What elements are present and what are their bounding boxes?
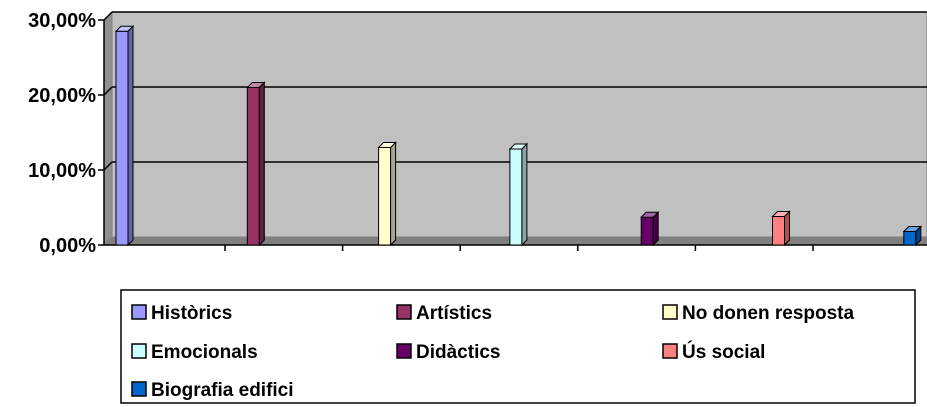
bar-front xyxy=(640,216,654,246)
y-tick-label: 30,00% xyxy=(28,10,96,32)
bar-front xyxy=(378,147,392,246)
gridline-side xyxy=(103,11,113,21)
bar-front xyxy=(903,231,917,246)
bar-front xyxy=(115,30,129,246)
legend-label: Didàctics xyxy=(416,342,500,363)
bar-front xyxy=(509,148,523,246)
legend-label: Històrics xyxy=(151,303,232,324)
legend-swatch xyxy=(662,343,678,359)
legend-swatch xyxy=(131,304,147,320)
bar-side xyxy=(258,81,265,247)
bar-side xyxy=(390,141,397,247)
gridline-side xyxy=(103,86,113,96)
bar xyxy=(508,142,529,247)
legend-swatch xyxy=(131,343,147,359)
bar-side xyxy=(127,25,134,247)
bar-side xyxy=(652,211,659,247)
bar-front xyxy=(772,216,785,246)
legend-swatch xyxy=(396,304,412,320)
legend-swatch xyxy=(131,381,147,397)
bar xyxy=(246,81,266,247)
legend: Històrics Artístics No donen resposta Emoci… xyxy=(120,289,916,404)
bar xyxy=(771,210,791,247)
plot-side-wall xyxy=(103,10,113,247)
y-tick-label: 10,00% xyxy=(28,160,96,182)
bar-side xyxy=(915,225,922,247)
gridline-side xyxy=(103,161,113,171)
bar-side xyxy=(521,142,528,247)
bar-front xyxy=(246,87,260,246)
legend-box xyxy=(120,289,916,404)
bar-side xyxy=(784,210,790,247)
y-tick-label: 20,00% xyxy=(28,85,96,107)
legend-label: Artístics xyxy=(416,303,492,324)
plot-area: 0,00% 10,00% 20,00% 30,00% xyxy=(28,10,927,257)
bar xyxy=(639,211,660,247)
legend-label: Biografia edifici xyxy=(151,380,294,401)
legend-label: No donen resposta xyxy=(682,303,855,324)
bar xyxy=(114,25,135,247)
y-tick-label: 0,00% xyxy=(39,235,96,257)
legend-label: Emocionals xyxy=(151,342,258,363)
bar xyxy=(377,141,397,247)
legend-label: Ús social xyxy=(682,341,765,363)
legend-swatch xyxy=(396,343,412,359)
legend-swatch xyxy=(662,304,678,320)
bar xyxy=(902,225,923,247)
